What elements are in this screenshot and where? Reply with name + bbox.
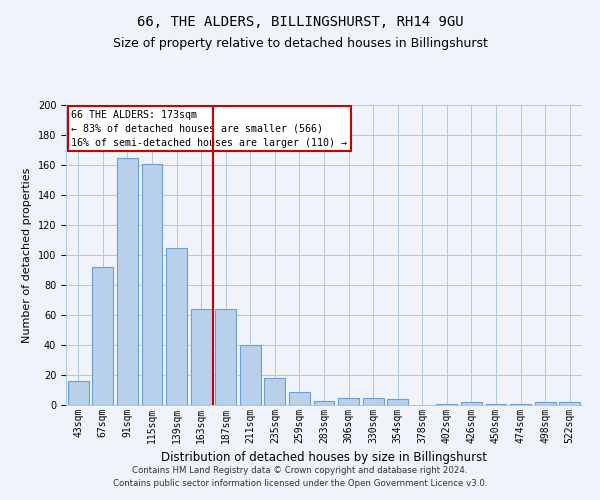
Bar (215, 309, 236, 405)
Bar (92, 267, 113, 405)
Bar (191, 309, 212, 405)
Bar (559, 402, 580, 405)
Bar (314, 400, 334, 405)
Bar (510, 404, 531, 405)
Bar (289, 392, 310, 405)
Bar (436, 404, 457, 405)
Bar (362, 398, 383, 405)
Bar (142, 164, 163, 405)
Text: Size of property relative to detached houses in Billingshurst: Size of property relative to detached ho… (113, 38, 487, 51)
Text: 66 THE ALDERS: 173sqm
← 83% of detached houses are smaller (566)
16% of semi-det: 66 THE ALDERS: 173sqm ← 83% of detached … (71, 110, 347, 148)
Bar (240, 345, 261, 405)
Bar (387, 399, 408, 405)
Bar (265, 378, 286, 405)
Bar (461, 402, 482, 405)
Bar (485, 404, 506, 405)
Bar (338, 398, 359, 405)
Bar (535, 402, 556, 405)
Bar (117, 158, 138, 405)
Text: Contains HM Land Registry data © Crown copyright and database right 2024.
Contai: Contains HM Land Registry data © Crown c… (113, 466, 487, 487)
Bar (166, 248, 187, 405)
Bar (68, 381, 89, 405)
Y-axis label: Number of detached properties: Number of detached properties (22, 168, 32, 342)
X-axis label: Distribution of detached houses by size in Billingshurst: Distribution of detached houses by size … (161, 452, 487, 464)
Text: 66, THE ALDERS, BILLINGSHURST, RH14 9GU: 66, THE ALDERS, BILLINGSHURST, RH14 9GU (137, 15, 463, 29)
